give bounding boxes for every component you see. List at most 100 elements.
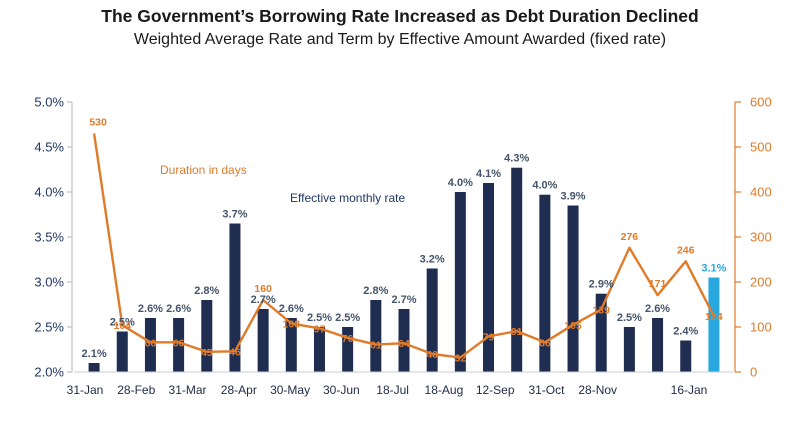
- rate-label: 4.1%: [476, 168, 501, 180]
- duration-line: [92, 133, 715, 359]
- x-tick-label: 31-Jan: [67, 383, 104, 397]
- rate-bar: [257, 309, 269, 372]
- duration-label: 32: [455, 353, 467, 365]
- duration-line-path: [92, 133, 715, 359]
- duration-label: 64: [398, 338, 410, 350]
- x-axis: 31-Jan 28-Feb 31-Mar 28-Apr 30-May 30-Jun 18-J…: [67, 371, 733, 397]
- rate-bar: [483, 183, 495, 372]
- duration-label: 104: [113, 320, 131, 332]
- rate-bar: [144, 318, 156, 372]
- duration-label: 124: [705, 311, 723, 323]
- left-tick-label: 4.5%: [34, 140, 64, 155]
- duration-label: 276: [621, 231, 639, 243]
- rate-bars: [88, 167, 720, 372]
- right-tick-label: 600: [750, 95, 772, 110]
- x-tick-label: 16-Jan: [671, 383, 708, 397]
- x-tick-label: 28-Apr: [221, 383, 257, 397]
- duration-label: 160: [254, 283, 272, 295]
- x-tick-label: 30-Jun: [323, 383, 360, 397]
- rate-label: 3.9%: [561, 191, 586, 203]
- rate-label: 2.6%: [138, 303, 163, 315]
- rate-bar: [229, 223, 241, 372]
- rate-bar: [285, 318, 297, 372]
- rate-label: 2.5%: [335, 312, 360, 324]
- duration-label: 108: [283, 318, 301, 330]
- rate-bar: [398, 309, 410, 372]
- rate-label: 2.6%: [645, 303, 670, 315]
- rate-bar: [454, 192, 466, 372]
- rate-label: 2.5%: [110, 317, 135, 329]
- right-axis: 0 100 200 300 400 500 600: [734, 95, 772, 380]
- rate-bar: [342, 327, 354, 372]
- rate-label: 3.7%: [222, 209, 247, 221]
- rate-label: 4.0%: [448, 177, 473, 189]
- rate-label: 3.2%: [420, 254, 445, 266]
- rate-label: 2.1%: [82, 348, 107, 360]
- rate-bar: [116, 331, 128, 372]
- rate-label: 2.5%: [617, 312, 642, 324]
- rate-bar: [88, 363, 100, 372]
- rate-label: 3.1%: [701, 263, 726, 275]
- rate-bar: [539, 194, 551, 372]
- rate-bar: [511, 167, 523, 372]
- duration-label: 79: [483, 331, 495, 343]
- rate-label: 2.7%: [391, 294, 416, 306]
- duration-label: 66: [173, 337, 185, 349]
- annotation-rate: Effective monthly rate: [290, 191, 405, 205]
- x-tick-label: 12-Sep: [476, 383, 515, 397]
- rate-label: 4.0%: [532, 180, 557, 192]
- left-axis: 2.0% 2.5% 3.0% 3.5% 4.0% 4.5% 5.0%: [34, 95, 73, 380]
- rate-label: 2.6%: [279, 303, 304, 315]
- duration-label: 171: [649, 278, 667, 290]
- rate-bar: [623, 327, 635, 372]
- rate-labels: 2.1%2.5%2.6% 2.6%2.8%3.7%2.7%2.6%2.5% 2.5%…: [82, 153, 727, 360]
- chart-subtitle: Weighted Average Rate and Term by Effect…: [133, 31, 667, 48]
- rate-bar: [708, 277, 720, 372]
- rate-label: 2.5%: [307, 312, 332, 324]
- duration-label: 45: [201, 347, 213, 359]
- right-tick-label: 400: [750, 185, 772, 200]
- duration-label: 530: [89, 117, 107, 129]
- rate-bar: [680, 340, 692, 372]
- x-tick-label: 28-Nov: [578, 383, 617, 397]
- rate-bar: [370, 300, 382, 372]
- rate-label: 4.3%: [504, 153, 529, 165]
- right-tick-label: 500: [750, 140, 772, 155]
- rate-label: 2.8%: [363, 285, 388, 297]
- rate-bar: [595, 293, 607, 372]
- right-tick-label: 200: [750, 275, 772, 290]
- rate-bar: [313, 327, 325, 372]
- chart-title: The Government’s Borrowing Rate Increase…: [101, 6, 699, 26]
- duration-label: 76: [342, 333, 354, 345]
- x-tick-label: 18-Aug: [425, 383, 464, 397]
- rate-label: 2.9%: [589, 279, 614, 291]
- duration-label: 66: [145, 337, 157, 349]
- x-tick-label: 28-Feb: [117, 383, 155, 397]
- left-tick-label: 2.5%: [34, 320, 64, 335]
- right-tick-label: 0: [750, 365, 757, 380]
- x-tick-label: 31-Mar: [169, 383, 207, 397]
- rate-label: 2.4%: [673, 326, 698, 338]
- x-tick-label: 31-Oct: [528, 383, 565, 397]
- right-tick-label: 300: [750, 230, 772, 245]
- rate-label: 2.7%: [251, 294, 276, 306]
- x-tick-label: 30-May: [270, 383, 310, 397]
- left-tick-label: 3.5%: [34, 230, 64, 245]
- duration-label: 139: [592, 304, 610, 316]
- duration-label: 61: [370, 340, 382, 352]
- duration-label: 91: [511, 326, 523, 338]
- duration-labels: 530 104 66 66 45 46 160 108 97 76 61 64 40 32 79 91 66 10…: [89, 117, 723, 365]
- left-tick-label: 4.0%: [34, 185, 64, 200]
- rate-bar: [426, 268, 438, 372]
- left-tick-label: 2.0%: [34, 365, 64, 380]
- duration-label: 46: [229, 346, 241, 358]
- duration-label: 40: [426, 349, 438, 361]
- rate-bar: [567, 205, 579, 372]
- rate-bar: [201, 300, 213, 372]
- right-tick-label: 100: [750, 320, 772, 335]
- duration-label: 66: [539, 337, 551, 349]
- x-tick-label: 18-Jul: [376, 383, 409, 397]
- rate-bar: [652, 318, 664, 372]
- rate-label: 2.8%: [194, 285, 219, 297]
